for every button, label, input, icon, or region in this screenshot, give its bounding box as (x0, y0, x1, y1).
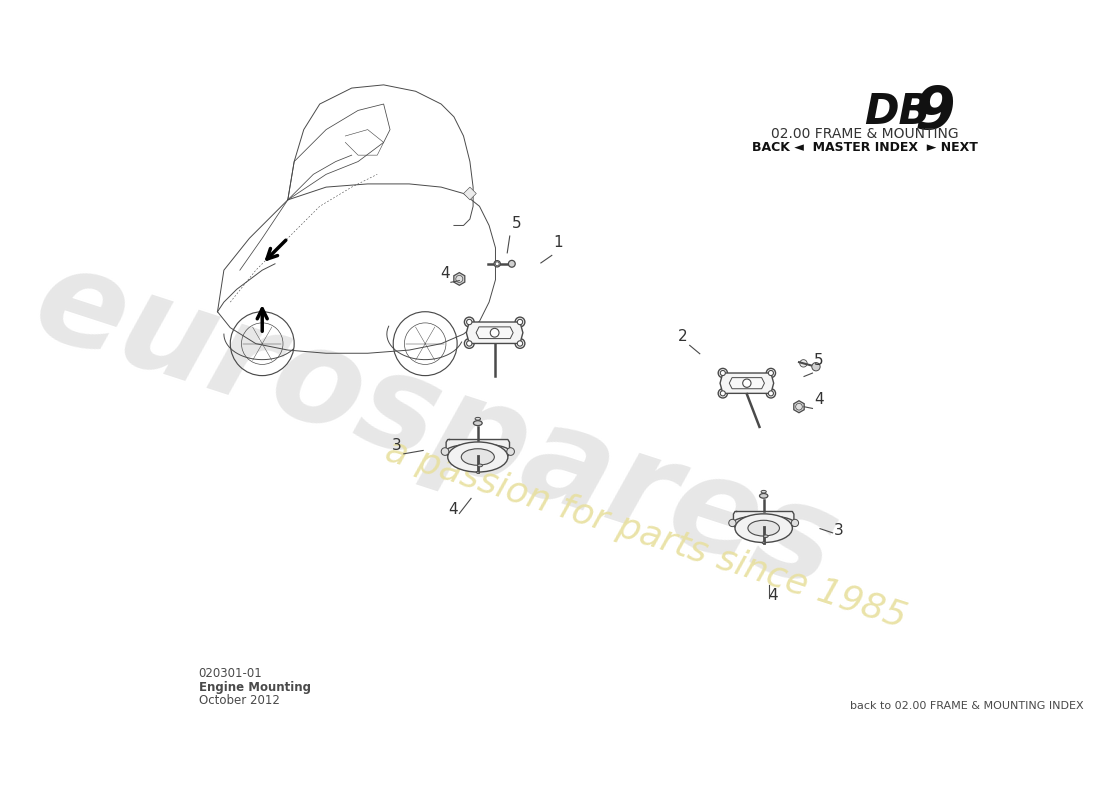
Circle shape (742, 379, 751, 387)
Circle shape (729, 519, 736, 526)
Text: Engine Mounting: Engine Mounting (199, 681, 310, 694)
Circle shape (464, 317, 474, 327)
Circle shape (720, 391, 725, 396)
Circle shape (769, 391, 773, 396)
Ellipse shape (508, 260, 515, 267)
Circle shape (515, 317, 525, 327)
Circle shape (515, 338, 525, 348)
Circle shape (767, 368, 775, 378)
Circle shape (495, 262, 499, 266)
Text: 4: 4 (769, 588, 779, 603)
Polygon shape (463, 187, 476, 200)
Circle shape (455, 275, 463, 282)
Text: 3: 3 (392, 438, 402, 454)
Circle shape (718, 389, 727, 398)
Circle shape (507, 448, 515, 455)
Ellipse shape (446, 444, 510, 459)
Circle shape (464, 338, 474, 348)
Ellipse shape (735, 514, 792, 542)
Ellipse shape (473, 421, 482, 426)
Circle shape (791, 519, 799, 526)
Text: 9: 9 (915, 84, 956, 141)
Ellipse shape (475, 418, 481, 420)
Text: eurospares: eurospares (19, 236, 852, 614)
Text: 2: 2 (678, 329, 688, 344)
Text: 02.00 FRAME & MOUNTING: 02.00 FRAME & MOUNTING (771, 126, 958, 141)
Ellipse shape (759, 494, 768, 498)
Text: DB: DB (865, 90, 931, 133)
Circle shape (491, 328, 499, 337)
Circle shape (466, 341, 472, 346)
Circle shape (720, 370, 725, 375)
Circle shape (800, 360, 807, 367)
Polygon shape (734, 511, 794, 528)
Ellipse shape (476, 471, 480, 473)
Polygon shape (729, 378, 764, 389)
Polygon shape (454, 273, 465, 286)
Circle shape (812, 362, 821, 371)
Circle shape (517, 319, 522, 325)
Ellipse shape (461, 449, 494, 466)
Ellipse shape (761, 490, 767, 493)
Text: 4: 4 (440, 266, 450, 281)
Ellipse shape (494, 261, 501, 267)
Text: October 2012: October 2012 (199, 694, 279, 707)
Circle shape (795, 403, 802, 410)
Ellipse shape (762, 542, 766, 543)
Text: 5: 5 (512, 216, 521, 230)
Ellipse shape (748, 520, 780, 536)
Text: 3: 3 (834, 522, 844, 538)
Ellipse shape (448, 442, 508, 472)
Ellipse shape (763, 535, 768, 538)
Circle shape (769, 370, 773, 375)
Text: 4: 4 (814, 392, 824, 407)
Ellipse shape (733, 516, 794, 530)
Circle shape (767, 389, 775, 398)
Polygon shape (720, 373, 773, 394)
Text: 020301-01: 020301-01 (199, 667, 263, 680)
Circle shape (466, 319, 472, 325)
Ellipse shape (477, 464, 483, 466)
Text: back to 02.00 FRAME & MOUNTING INDEX: back to 02.00 FRAME & MOUNTING INDEX (849, 701, 1084, 711)
Text: 1: 1 (553, 235, 563, 250)
Polygon shape (466, 322, 522, 343)
Polygon shape (447, 439, 509, 457)
Polygon shape (476, 327, 514, 338)
Circle shape (718, 368, 727, 378)
Circle shape (441, 448, 449, 455)
Polygon shape (794, 401, 804, 413)
Text: BACK ◄  MASTER INDEX  ► NEXT: BACK ◄ MASTER INDEX ► NEXT (751, 141, 978, 154)
Circle shape (517, 341, 522, 346)
Text: a passion for parts since 1985: a passion for parts since 1985 (381, 434, 911, 635)
Text: 5: 5 (814, 353, 824, 368)
Text: 4: 4 (449, 502, 458, 517)
